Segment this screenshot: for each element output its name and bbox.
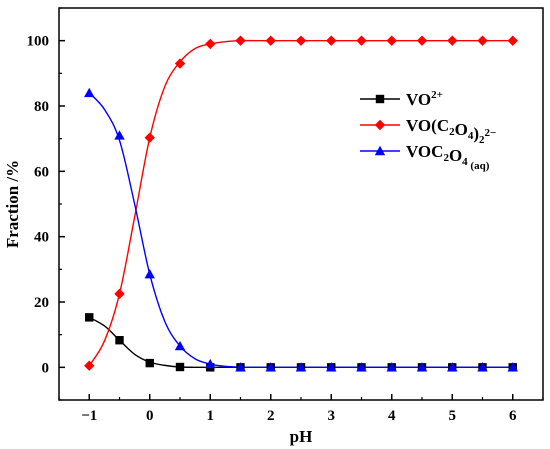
y-tick-label: 0 — [42, 360, 50, 376]
legend: VO2+ VO(C2O4)22−VOC2O4 (aq) — [360, 89, 496, 172]
data-point — [295, 362, 307, 372]
data-point — [84, 360, 95, 371]
axis-ticks — [58, 7, 544, 401]
data-point — [115, 336, 124, 345]
data-point — [174, 58, 186, 69]
data-point — [386, 362, 397, 372]
data-point — [356, 362, 367, 372]
x-axis-title: pH — [290, 427, 313, 446]
y-tick-label: 40 — [34, 230, 49, 246]
x-tick-label: 4 — [388, 408, 396, 424]
data-point — [507, 362, 518, 372]
data-point — [235, 362, 246, 372]
y-tick-label: 60 — [34, 164, 49, 180]
x-tick-label: −1 — [81, 408, 97, 424]
data-point — [145, 358, 154, 368]
data-point — [447, 362, 458, 372]
legend-marker — [375, 94, 385, 104]
data-point — [175, 362, 185, 372]
data-point — [265, 35, 276, 46]
data-point — [114, 130, 125, 140]
y-tick-label: 100 — [27, 34, 50, 50]
plot-frame — [58, 7, 544, 401]
y-tick-label: 20 — [34, 295, 49, 311]
data-point — [144, 132, 155, 143]
data-point — [507, 35, 518, 46]
data-point — [205, 38, 216, 50]
data-point — [174, 340, 186, 351]
data-point — [205, 358, 216, 369]
y-axis-title: Fraction /% — [3, 160, 22, 248]
y-tick-label: 80 — [34, 99, 49, 115]
data-point — [85, 313, 94, 322]
data-point — [356, 35, 367, 46]
legend-marker — [374, 119, 386, 131]
series-markers — [84, 35, 518, 372]
x-tick-label: 2 — [267, 408, 275, 424]
x-tick-label: 1 — [207, 408, 215, 424]
data-point — [326, 362, 337, 372]
data-point — [265, 362, 276, 372]
legend-marker — [374, 145, 386, 156]
legend-label: VO(C2O4)22− — [406, 116, 496, 146]
series-line — [88, 39, 513, 367]
data-point — [295, 35, 307, 46]
legend-label: VO2+ — [406, 89, 443, 109]
data-point — [326, 35, 337, 46]
data-point — [477, 35, 488, 46]
x-tick-label: 6 — [509, 408, 517, 424]
data-point — [477, 362, 488, 372]
data-point — [416, 35, 428, 46]
x-tick-label: 0 — [146, 408, 154, 424]
data-point — [114, 288, 125, 300]
data-point — [447, 35, 458, 46]
series-curves — [88, 39, 513, 369]
data-point — [235, 35, 246, 46]
x-tick-label: 3 — [328, 408, 336, 424]
data-point — [386, 35, 397, 46]
x-tick-label: 5 — [449, 408, 457, 424]
data-point — [144, 269, 155, 279]
data-point — [416, 362, 428, 372]
data-point — [84, 87, 95, 98]
legend-label: VOC2O4 (aq) — [406, 142, 490, 172]
